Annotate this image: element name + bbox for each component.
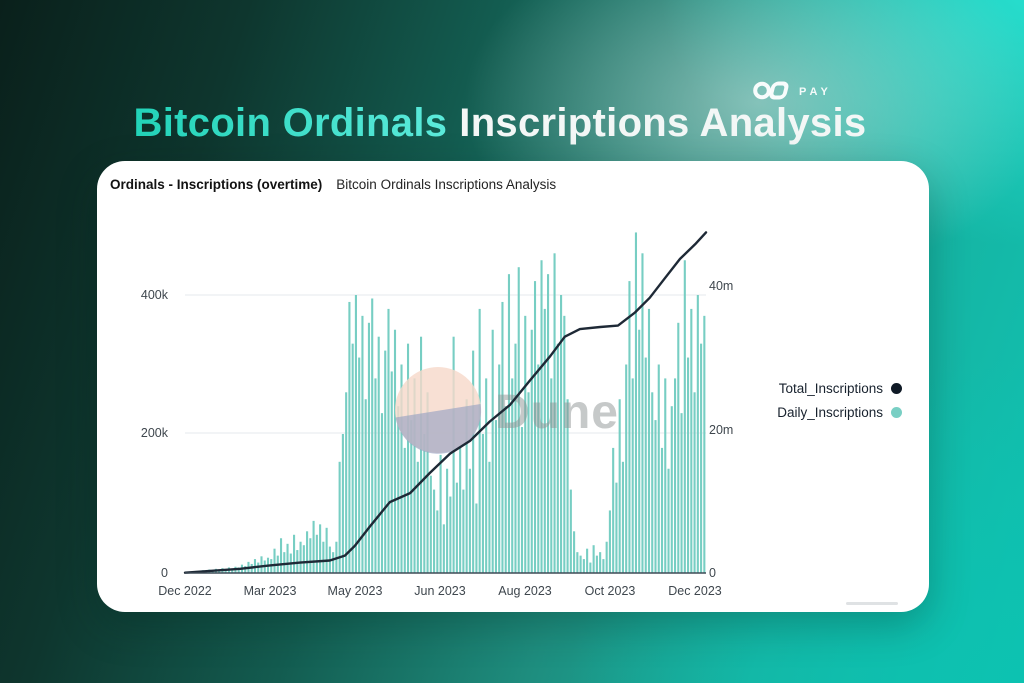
page-title-rest: Inscriptions Analysis [459,101,867,145]
dune-logo-dune-shape [395,404,482,454]
x-tick-mar-2023: Mar 2023 [243,584,297,598]
legend-label: Total_Inscriptions [778,380,883,396]
x-tick-aug-2023: Aug 2023 [498,584,552,598]
left-axis-tick-0: 0 [161,566,168,580]
x-tick-dec-2022: Dec 2022 [158,584,212,598]
left-axis-tick-400k: 400k [140,288,168,302]
page-title-highlight: Bitcoin Ordinals [133,101,448,145]
x-tick-dec-2023: Dec 2023 [668,584,722,598]
x-tick-jun-2023: Jun 2023 [414,584,466,598]
daily-inscriptions-bars [185,232,706,574]
right-axis-tick-20m: 20m [709,423,734,437]
legend-item-daily-inscriptions: Daily_Inscriptions [752,400,902,424]
infinity-icon [752,79,794,102]
x-tick-oct-2023: Oct 2023 [584,584,636,598]
brand-logo-text: PAY [799,86,832,98]
total-inscriptions-line [183,231,708,574]
dune-watermark-text: Dune [495,386,619,439]
legend-item-total-inscriptions: Total_Inscriptions [752,376,902,400]
chart-subtitle: Bitcoin Ordinals Inscriptions Analysis [336,177,557,192]
legend-dot-daily-icon [891,406,902,418]
chart-card: Ordinals - Inscriptions (overtime) Bitco… [97,161,929,612]
right-axis-tick-0: 0 [709,566,716,580]
chart-header: Ordinals - Inscriptions (overtime) Bitco… [110,177,556,192]
left-axis-tick-200k: 200k [140,426,168,440]
dune-watermark: Dune [395,367,619,454]
legend-dot-total-icon [891,382,902,394]
scroll-indicator [846,602,898,605]
chart-plot: Dune [183,231,708,574]
right-axis-tick-40m: 40m [709,279,734,293]
chart-legend: Total_Inscriptions Daily_Inscriptions [752,376,902,424]
chart-title: Ordinals - Inscriptions (overtime) [110,177,323,192]
brand-logo: PAY [752,79,832,102]
page-title: Bitcoin Ordinals Inscriptions Analysis [0,101,1000,145]
x-tick-may-2023: May 2023 [327,584,383,598]
legend-label: Daily_Inscriptions [777,404,883,420]
